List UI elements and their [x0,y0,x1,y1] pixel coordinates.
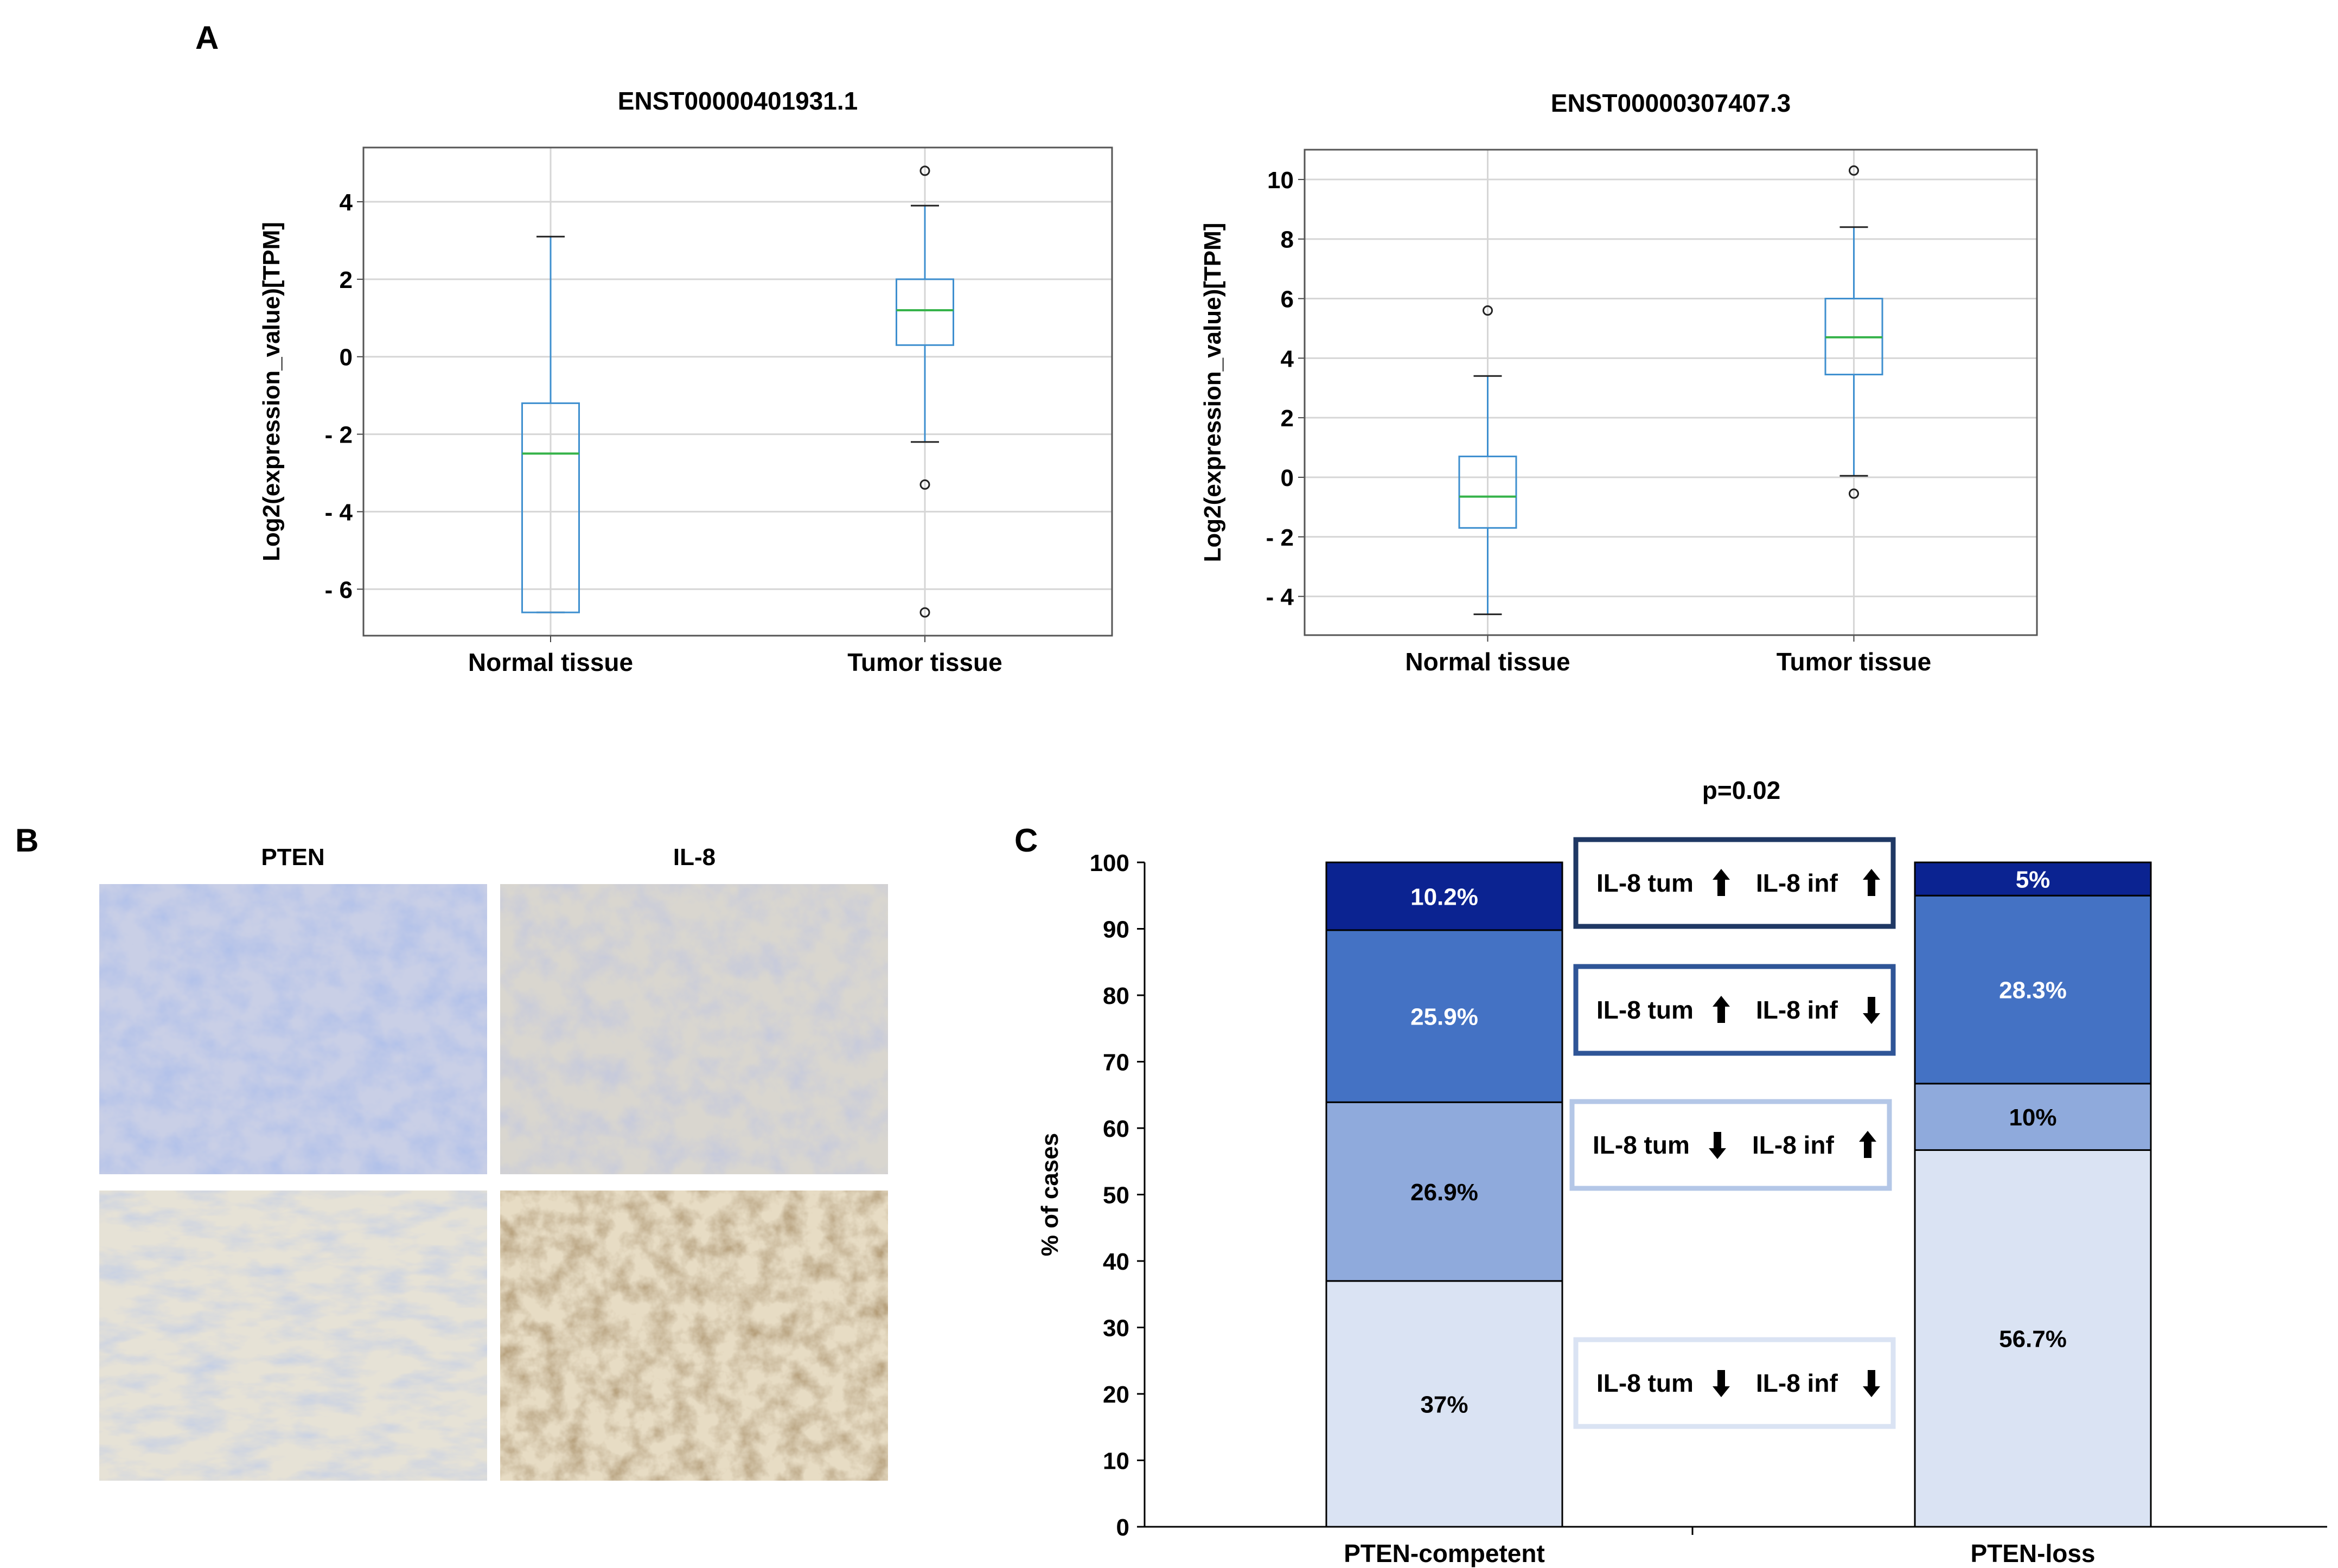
chart-title: ENST00000401931.1 [618,87,858,115]
ihc-image-il8-bottom [500,1191,888,1481]
col-title-pten: PTEN [261,844,324,871]
legend-tum-label: IL-8 tum [1593,1131,1690,1159]
data-label: 25.9% [1410,1004,1478,1031]
y-axis-label: Log2(expression_value)[TPM] [258,222,285,561]
box-iqr [1458,456,1517,529]
y-tick-label: - 4 [325,499,353,526]
y-tick-label: 2 [340,267,353,293]
x-tick-label: PTEN-loss [1970,1539,2095,1567]
data-label: 26.9% [1410,1179,1478,1206]
legend-tum-label: IL-8 tum [1596,996,1694,1024]
boxplot-enst00000401931: 4 2 0 - 2 - 4 - 6 Normal tissue Tumor tissue ENS… [258,87,1113,676]
panel-label-b: B [15,822,39,859]
y-tick-label: - 2 [325,422,353,449]
x-tick-label: Normal tissue [1405,648,1570,676]
y-tick-label: 60 [1103,1116,1129,1142]
data-label: 37% [1420,1391,1468,1418]
y-tick-label: 2 [1281,405,1294,432]
y-tick-label: 20 [1103,1381,1129,1408]
plot-frame [1304,149,2038,636]
ihc-image-il8-top [500,884,888,1174]
arrow-up-icon [1863,869,1880,896]
plot-frame [362,146,1113,637]
chart-title: ENST00000307407.3 [1551,89,1791,117]
y-tick-label: 10 [1267,167,1294,194]
arrow-down-icon [1709,1132,1726,1159]
outlier-point [1849,488,1859,499]
panel-label-a: A [195,20,219,56]
legend-box [1573,1337,1896,1429]
legend-inf-label: IL-8 inf [1756,869,1838,897]
boxplot-enst00000307407: 10 8 6 4 2 0 - 2 - 4 Normal tissue Tumor tissue EN… [1199,89,2038,676]
y-tick-label: - 6 [325,577,353,603]
arrow-up-icon [1713,869,1730,896]
legend-tum-label: IL-8 tum [1596,869,1694,897]
y-tick-label: 0 [1281,465,1294,491]
x-tick-label: Tumor tissue [1777,648,1931,676]
y-tick-label: 70 [1103,1049,1129,1076]
y-tick-label: 0 [1116,1514,1129,1541]
data-label: 5% [2016,867,2050,893]
data-label: 10% [2009,1104,2056,1131]
col-title-il8: IL-8 [673,844,716,871]
bar-segment [1914,894,2152,1085]
legend-box [1569,1099,1892,1191]
outlier-point [919,607,930,618]
y-tick-label: 4 [1281,345,1294,372]
outlier-point [1849,165,1859,176]
legend-box [1573,837,1896,929]
y-tick-label: 90 [1103,917,1129,943]
p-value-title: p=0.02 [1702,776,1781,804]
y-tick-label: 50 [1103,1182,1129,1209]
outlier-point [919,165,930,176]
y-tick-label: - 2 [1266,524,1294,551]
bar-segment [1914,861,2152,897]
bar-segment [1325,1101,1563,1282]
bar-segment [1914,1083,2152,1151]
y-tick-label: 6 [1281,286,1294,313]
arrow-up-icon [1859,1131,1876,1158]
bar-segment [1325,861,1563,931]
legend-inf-label: IL-8 inf [1756,996,1838,1024]
ihc-image-pten-bottom [99,1191,487,1481]
outlier-point [919,479,930,490]
data-label: 56.7% [1999,1326,2067,1353]
box-iqr [521,402,580,613]
y-tick-label: 30 [1103,1315,1129,1342]
legend-inf-label: IL-8 inf [1752,1131,1834,1159]
arrow-down-icon [1863,997,1880,1024]
y-tick-label: 0 [340,344,353,371]
ihc-image-pten-top [99,884,487,1174]
y-tick-label: 100 [1090,850,1129,876]
outlier-point [1483,305,1493,316]
y-tick-label: 8 [1281,227,1294,253]
y-axis-label: Log2(expression_value)[TPM] [1199,223,1226,562]
x-tick-label: PTEN-competent [1344,1539,1545,1567]
panel-label-c: C [1014,822,1038,859]
data-label: 10.2% [1410,884,1478,910]
y-tick-label: 10 [1103,1448,1129,1475]
bar-segment [1325,929,1563,1103]
y-tick-label: 4 [340,189,353,216]
y-tick-label: 40 [1103,1249,1129,1275]
legend-tum-label: IL-8 tum [1596,1369,1694,1397]
y-tick-label: 80 [1103,983,1129,1009]
arrow-down-icon [1863,1370,1880,1397]
legend-box [1573,964,1896,1056]
arrow-up-icon [1713,996,1730,1023]
bar-segment [1325,1280,1563,1528]
y-axis-label: % of cases [1037,1133,1063,1256]
arrow-down-icon [1713,1370,1730,1397]
box-iqr [896,278,954,346]
stacked-bar-chart: 0 10 20 30 40 50 60 70 80 90 100 % of cases p=0.02 37… [1037,776,2327,1567]
data-label: 28.3% [1999,977,2067,1004]
x-tick-label: Tumor tissue [847,648,1002,676]
x-tick-label: Normal tissue [468,648,633,676]
y-tick-label: - 4 [1266,584,1294,611]
bar-segment [1914,1149,2152,1528]
legend-inf-label: IL-8 inf [1756,1369,1838,1397]
